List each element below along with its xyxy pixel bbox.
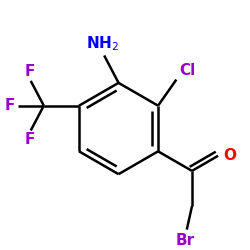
Text: NH$_2$: NH$_2$ [86, 35, 120, 54]
Text: Br: Br [176, 233, 195, 248]
Text: F: F [24, 64, 35, 79]
Text: F: F [5, 98, 15, 113]
Text: Cl: Cl [179, 63, 195, 78]
Text: O: O [223, 148, 236, 163]
Text: F: F [24, 132, 35, 147]
